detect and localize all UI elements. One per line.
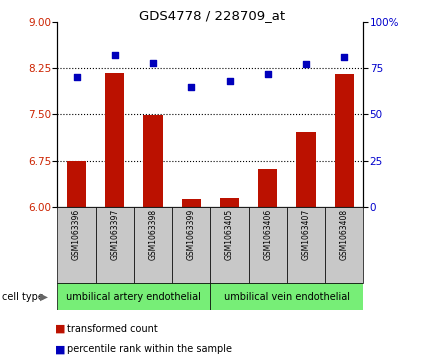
Bar (57, 283, 210, 310)
Bar (287, 207, 325, 283)
Bar (296, 132, 315, 207)
Bar (143, 115, 162, 207)
Text: GSM1063406: GSM1063406 (263, 209, 272, 260)
Text: umbilical artery endothelial: umbilical artery endothelial (66, 292, 201, 302)
Bar (181, 199, 201, 207)
Bar (57, 207, 96, 283)
Text: GSM1063407: GSM1063407 (301, 209, 311, 260)
Bar (210, 283, 363, 310)
Text: GSM1063398: GSM1063398 (148, 209, 158, 260)
Point (341, 54, 348, 60)
Bar (96, 207, 134, 283)
Text: transformed count: transformed count (67, 323, 158, 334)
Point (226, 78, 233, 84)
Text: cell type: cell type (2, 292, 44, 302)
Text: GSM1063397: GSM1063397 (110, 209, 119, 260)
Point (111, 52, 118, 58)
Bar (258, 169, 277, 207)
Text: ▶: ▶ (40, 292, 48, 302)
Bar (172, 207, 210, 283)
Text: GSM1063396: GSM1063396 (72, 209, 81, 260)
Point (188, 84, 195, 90)
Text: GDS4778 / 228709_at: GDS4778 / 228709_at (139, 9, 286, 22)
Text: GSM1063405: GSM1063405 (225, 209, 234, 260)
Text: umbilical vein endothelial: umbilical vein endothelial (224, 292, 350, 302)
Bar (325, 207, 363, 283)
Point (73, 74, 80, 80)
Point (264, 71, 271, 77)
Text: percentile rank within the sample: percentile rank within the sample (67, 344, 232, 354)
Text: ■: ■ (55, 344, 66, 354)
Point (303, 61, 309, 67)
Bar (134, 207, 172, 283)
Point (150, 60, 156, 65)
Bar (67, 160, 86, 207)
Bar (105, 73, 124, 207)
Text: GSM1063399: GSM1063399 (187, 209, 196, 260)
Text: GSM1063408: GSM1063408 (340, 209, 349, 260)
Bar (335, 74, 354, 207)
Text: ■: ■ (55, 323, 66, 334)
Bar (249, 207, 287, 283)
Bar (220, 197, 239, 207)
Bar (210, 207, 249, 283)
